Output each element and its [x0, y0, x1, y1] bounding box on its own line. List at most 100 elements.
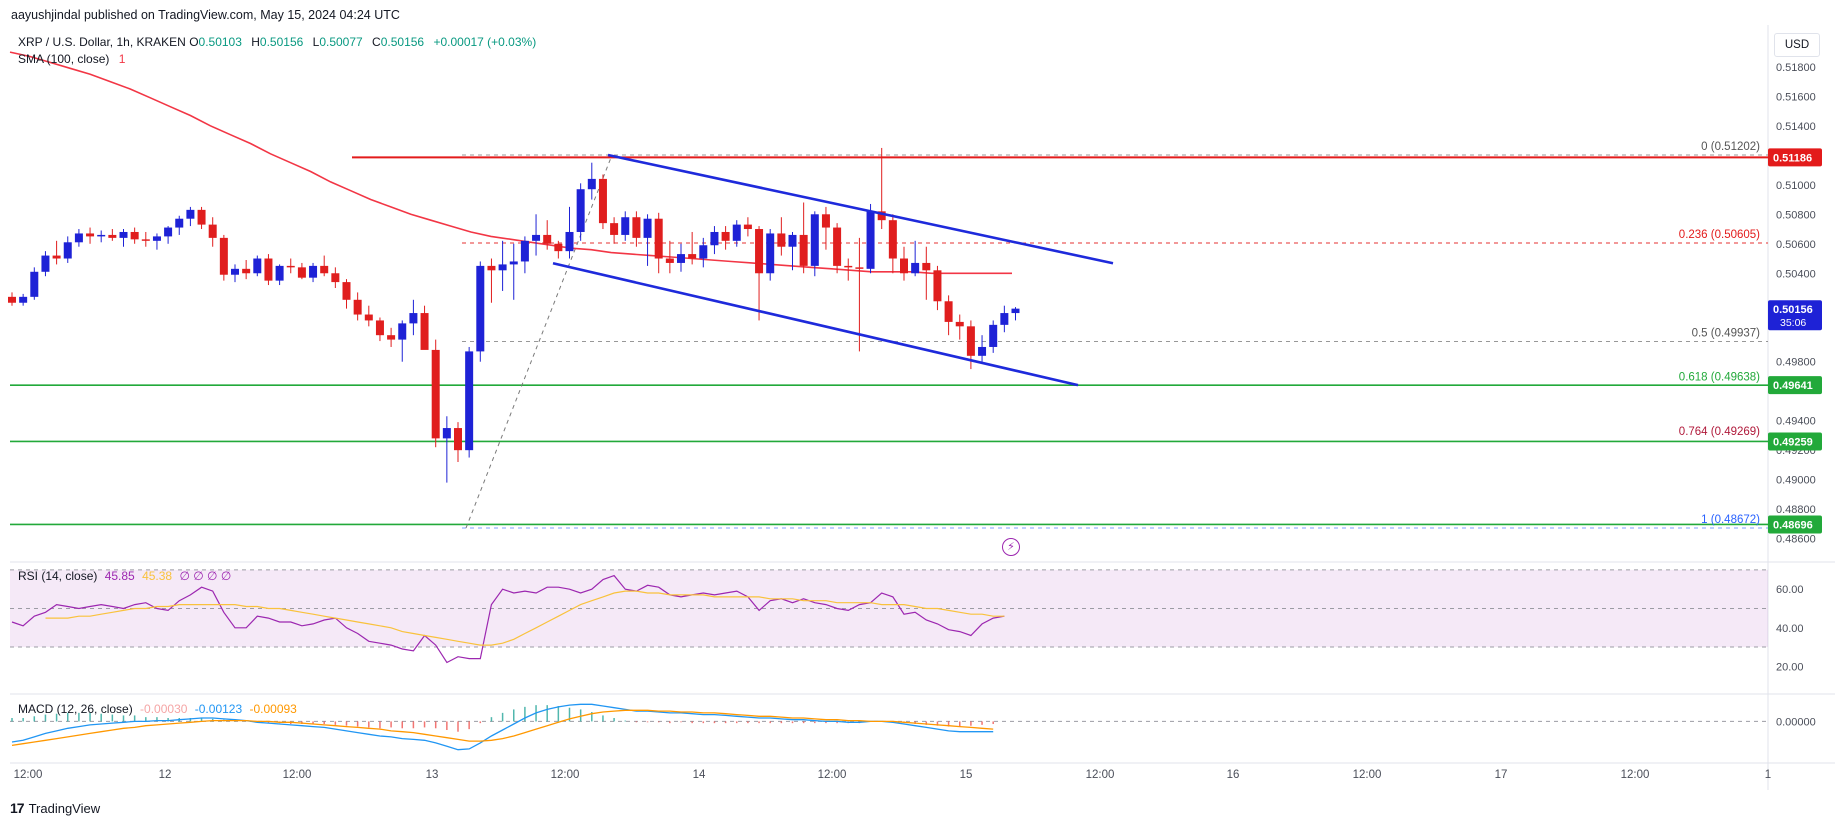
candle-body [978, 346, 987, 356]
x-tick-label: 12:00 [1353, 769, 1382, 781]
candle-body [755, 229, 764, 274]
x-tick-label: 12:00 [283, 769, 312, 781]
candle-body [119, 231, 128, 238]
ohlc-label-o: O [189, 35, 199, 49]
x-tick-label: 14 [693, 769, 706, 781]
candle [498, 240, 507, 291]
currency-button[interactable]: USD [1774, 33, 1820, 57]
candle [810, 211, 819, 277]
candle-body [152, 236, 161, 241]
candle-body [665, 258, 674, 263]
rsi-extra: ∅ ∅ ∅ ∅ [179, 569, 232, 583]
ohlc-values: O0.50103 H0.50156 L0.50077 C0.50156 [189, 35, 430, 49]
candle [186, 206, 195, 227]
candle-body [677, 254, 685, 263]
candle-body [297, 267, 306, 278]
candle [86, 227, 95, 244]
candle [275, 264, 284, 286]
candle-body [922, 262, 931, 271]
price-badge: 0.49259 [1768, 432, 1822, 451]
ohlc-value-o: 0.50103 [198, 35, 242, 49]
candle-body [197, 209, 206, 225]
candle [777, 217, 786, 256]
candle-body [911, 262, 920, 274]
candle-body [309, 265, 318, 278]
lightning-icon[interactable]: ⚡ [1002, 538, 1020, 556]
candle [320, 255, 329, 277]
candle [743, 217, 752, 237]
candle-body [821, 214, 830, 228]
fib-level-label: 0.618 (0.49638) [1679, 372, 1760, 384]
candle-body [900, 258, 908, 274]
candle [833, 223, 842, 274]
candle [264, 254, 273, 286]
ohlc-value-h: 0.50156 [259, 35, 304, 49]
rsi-tick-label: 40.00 [1776, 623, 1804, 635]
candle [286, 258, 295, 274]
macd-line-value: -0.00123 [194, 702, 243, 716]
macd-signal-line [11, 709, 994, 747]
candle [677, 243, 685, 272]
candle-body [866, 211, 875, 269]
sma-legend[interactable]: SMA (100, close) 1 [18, 52, 125, 66]
tradingview-logo[interactable]: 17 TradingView [10, 800, 100, 816]
rsi-legend[interactable]: RSI (14, close) 45.85 45.38 ∅ ∅ ∅ ∅ [18, 569, 231, 583]
candle [721, 226, 730, 250]
candle [63, 236, 72, 263]
price-badge-bg [1768, 376, 1822, 395]
candle-body [643, 218, 652, 238]
macd-legend[interactable]: MACD (12, 26, close) -0.00030 -0.00123 -… [18, 702, 297, 716]
candle [409, 299, 418, 336]
candle [576, 183, 585, 241]
price-badge-bg [1768, 515, 1822, 534]
candle-body [264, 258, 273, 281]
candle [387, 327, 396, 347]
price-badge-bg [1768, 432, 1822, 451]
candle [543, 220, 552, 250]
candle-body [955, 321, 964, 327]
candle [699, 237, 708, 268]
candle-body [253, 258, 262, 274]
y-tick-label: 0.51800 [1776, 62, 1816, 74]
candle [532, 214, 541, 256]
candle-body [543, 234, 552, 244]
candle [989, 320, 998, 353]
candle [208, 217, 217, 247]
x-tick-label: 15 [960, 769, 973, 781]
candle [844, 258, 853, 281]
y-tick-label: 0.51400 [1776, 121, 1816, 133]
candle-body [41, 255, 50, 272]
candle-body [933, 270, 942, 302]
rsi-tick-label: 20.00 [1776, 661, 1804, 673]
price-badge-text: 0.50156 [1773, 304, 1813, 316]
candle [944, 295, 953, 336]
ohlc-label-l: L [309, 35, 320, 49]
candle [554, 240, 563, 259]
candle [465, 346, 474, 458]
candle-body [8, 296, 16, 303]
macd-signal-value: -0.00093 [249, 702, 297, 716]
candle [41, 251, 50, 277]
price-badge: 0.51186 [1768, 148, 1822, 167]
candle-body [63, 242, 72, 259]
candle-body [1000, 313, 1009, 325]
y-tick-label: 0.48600 [1776, 534, 1816, 546]
candle [587, 162, 596, 200]
candle [487, 258, 496, 303]
x-tick-label: 17 [1495, 769, 1508, 781]
candle-body [476, 265, 485, 352]
ohlc-value-c: 0.50156 [380, 35, 425, 49]
y-tick-label: 0.50400 [1776, 268, 1816, 280]
rsi-ma-value: 45.38 [142, 569, 173, 583]
candle [610, 217, 619, 244]
brand-text: TradingView [28, 800, 101, 816]
candle [933, 265, 942, 311]
candle [866, 203, 875, 274]
publish-info: aayushjindal published on TradingView.co… [11, 8, 400, 22]
candle [710, 226, 719, 255]
candle [688, 231, 697, 265]
candle [1000, 305, 1009, 333]
candle [598, 174, 607, 230]
